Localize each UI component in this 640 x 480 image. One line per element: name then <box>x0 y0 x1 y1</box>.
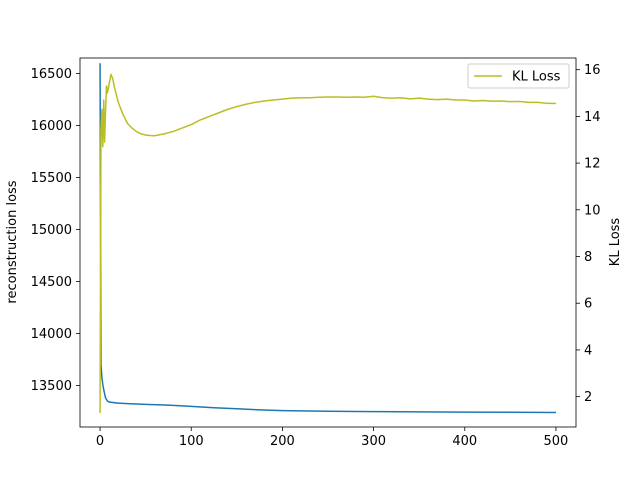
y-right-tick-label: 6 <box>584 297 592 312</box>
x-tick-label: 200 <box>270 434 295 449</box>
y-right-tick-label: 10 <box>584 203 601 218</box>
y-right-tick-label: 16 <box>584 63 601 78</box>
legend: KL Loss <box>467 63 570 89</box>
x-tick-label: 400 <box>452 434 477 449</box>
legend-label-kl-loss: KL Loss <box>512 70 561 85</box>
x-axis: 0 100 200 300 400 500 <box>96 427 568 449</box>
y-axis-right-title: KL Loss <box>608 218 623 267</box>
y-right-tick-label: 8 <box>584 250 592 265</box>
series-line-kl-loss <box>99 73 556 413</box>
y-axis-left: 13500 14000 14500 15000 15500 16000 16500 <box>31 67 80 394</box>
x-tick-label: 0 <box>96 434 104 449</box>
y-left-tick-label: 16000 <box>31 119 72 134</box>
y-axis-right: 2 4 6 8 10 12 14 16 <box>576 63 601 405</box>
y-right-tick-label: 14 <box>584 110 601 125</box>
y-left-tick-label: 15000 <box>31 223 72 238</box>
y-left-tick-label: 15500 <box>31 171 72 186</box>
x-tick-label: 500 <box>544 434 569 449</box>
plot-background <box>80 58 576 427</box>
y-right-tick-label: 4 <box>584 343 592 358</box>
y-axis-left-title: reconstruction loss <box>5 180 20 303</box>
y-left-tick-label: 14500 <box>31 275 72 290</box>
x-tick-label: 300 <box>361 434 386 449</box>
y-left-tick-label: 14000 <box>31 327 72 342</box>
y-left-tick-label: 13500 <box>31 379 72 394</box>
legend-box <box>467 63 570 89</box>
plot-frame <box>79 57 577 428</box>
x-tick-label: 100 <box>179 434 204 449</box>
y-right-tick-label: 12 <box>584 157 601 172</box>
y-right-tick-label: 2 <box>584 390 592 405</box>
series-layer <box>99 63 556 414</box>
series-line-reconstruction-loss <box>99 63 556 414</box>
y-left-tick-label: 16500 <box>31 67 72 82</box>
